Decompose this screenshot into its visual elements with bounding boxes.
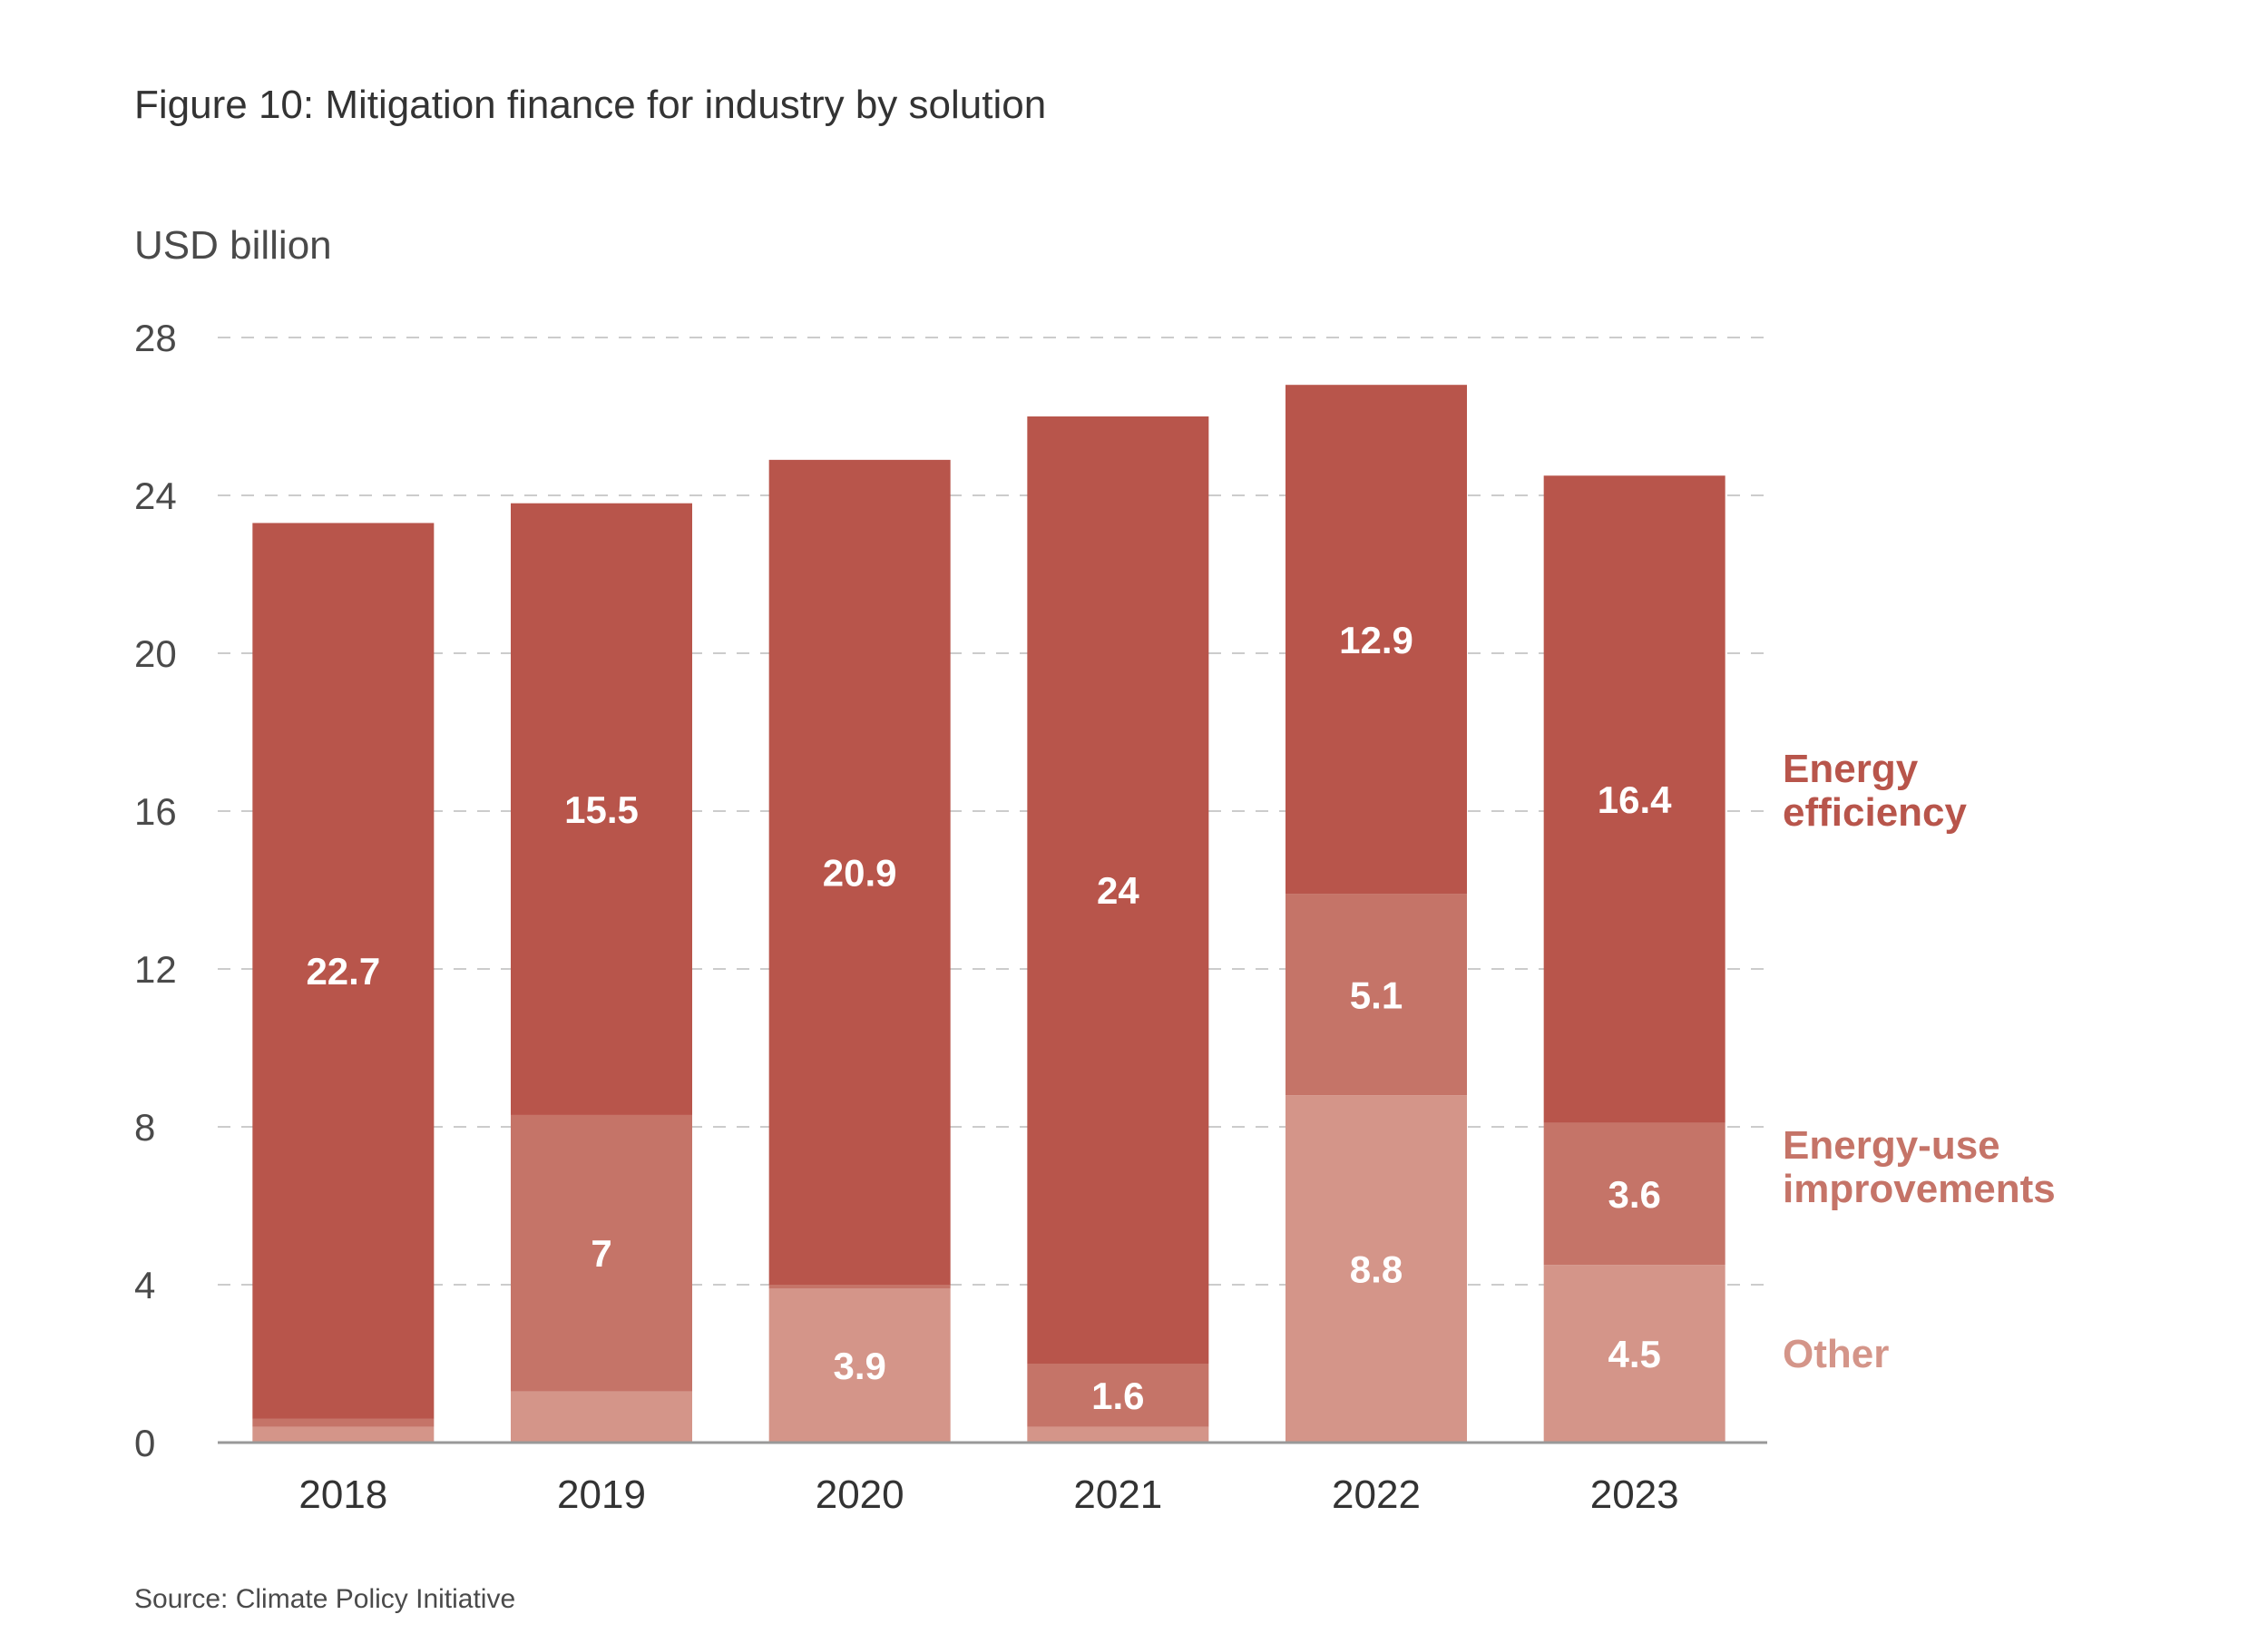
bar-segment bbox=[1027, 1426, 1209, 1443]
bar-segment bbox=[1027, 1364, 1209, 1427]
y-tick-label: 8 bbox=[134, 1106, 155, 1149]
bar-segment bbox=[511, 503, 692, 1115]
x-tick-label: 2019 bbox=[557, 1473, 646, 1517]
bar-segment bbox=[1286, 894, 1467, 1096]
legend-entry: Other bbox=[1783, 1332, 1889, 1376]
legend: Energy efficiency Energy-use improvements Ot… bbox=[1783, 747, 2056, 1376]
bar-segment bbox=[1027, 416, 1209, 1364]
bar-segment bbox=[768, 1285, 951, 1289]
y-tick-label: 0 bbox=[134, 1422, 155, 1464]
data-label: 16.4 bbox=[1598, 778, 1672, 821]
data-label: 1.6 bbox=[1091, 1375, 1144, 1417]
bar-segment bbox=[252, 523, 435, 1419]
data-label: 22.7 bbox=[306, 950, 380, 993]
data-label: 4.5 bbox=[1608, 1333, 1660, 1375]
data-label: 3.6 bbox=[1608, 1173, 1660, 1216]
bar-segment bbox=[768, 459, 951, 1286]
x-axis-ticks: 2018 2019 2020 2021 2022 2023 bbox=[298, 1473, 1678, 1517]
x-tick-label: 2020 bbox=[816, 1473, 904, 1517]
data-label: 7 bbox=[591, 1232, 611, 1275]
data-label: 8.8 bbox=[1350, 1248, 1403, 1291]
bar-segment bbox=[252, 1418, 435, 1427]
gridlines bbox=[218, 337, 1767, 1286]
bar-segment bbox=[768, 1288, 951, 1443]
x-tick-label: 2018 bbox=[298, 1473, 387, 1517]
x-tick-label: 2021 bbox=[1073, 1473, 1162, 1517]
y-axis-unit-label: USD billion bbox=[134, 223, 332, 268]
legend-entry: Energy efficiency bbox=[1783, 747, 1968, 835]
bar-segment bbox=[1286, 385, 1467, 895]
bar-segment bbox=[1286, 1095, 1467, 1443]
bar-segment bbox=[1543, 1265, 1725, 1443]
source-note: Source: Climate Policy Initiative bbox=[134, 1584, 515, 1614]
data-label: 5.1 bbox=[1350, 974, 1403, 1016]
y-tick-label: 20 bbox=[134, 632, 177, 675]
data-label: 15.5 bbox=[564, 788, 639, 831]
y-tick-label: 28 bbox=[134, 317, 177, 359]
bars bbox=[252, 385, 1725, 1443]
data-label: 12.9 bbox=[1339, 619, 1413, 661]
x-tick-label: 2022 bbox=[1332, 1473, 1421, 1517]
chart-title: Figure 10: Mitigation finance for indust… bbox=[134, 83, 1046, 127]
y-axis-ticks: 0 4 8 12 16 20 24 28 bbox=[134, 317, 177, 1464]
bar-segment bbox=[1543, 1122, 1725, 1266]
legend-entry: Energy-use improvements bbox=[1783, 1123, 2056, 1211]
x-tick-label: 2023 bbox=[1590, 1473, 1679, 1517]
bar-segment bbox=[252, 1426, 435, 1443]
y-tick-label: 16 bbox=[134, 790, 177, 833]
bar-segment bbox=[1543, 475, 1725, 1123]
y-tick-label: 24 bbox=[134, 475, 177, 517]
bar-segment bbox=[511, 1391, 692, 1443]
data-label: 3.9 bbox=[833, 1345, 885, 1387]
bar-segment bbox=[511, 1114, 692, 1392]
data-label: 24 bbox=[1097, 869, 1139, 912]
data-labels: 22.7 7 15.5 3.9 20.9 1.6 24 8.8 5.1 12.9 4.5 3.6 16.… bbox=[306, 619, 1672, 1417]
data-label: 20.9 bbox=[823, 851, 897, 894]
y-tick-label: 12 bbox=[134, 948, 177, 991]
y-tick-label: 4 bbox=[134, 1264, 155, 1306]
